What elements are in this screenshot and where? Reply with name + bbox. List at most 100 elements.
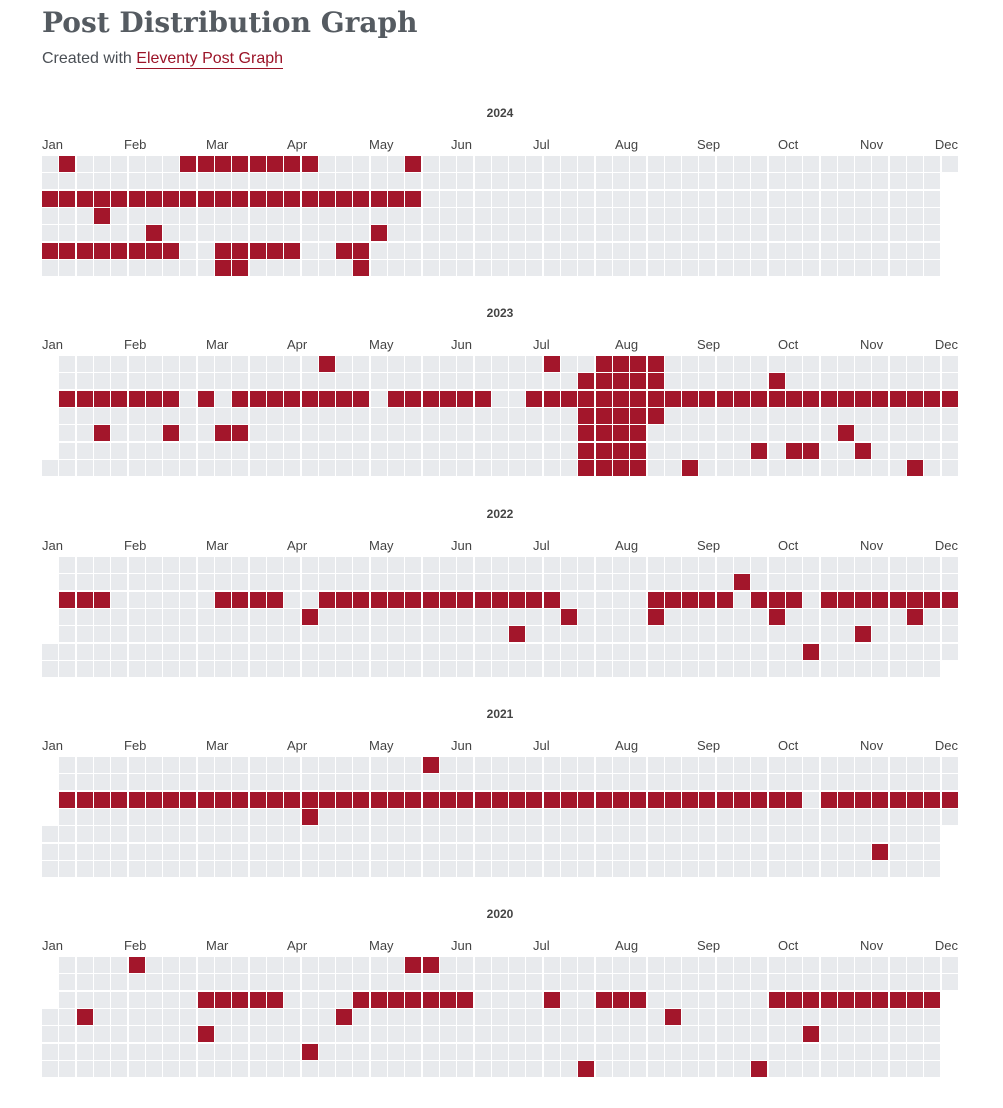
day-cell xyxy=(855,644,871,660)
day-cell xyxy=(613,1026,629,1042)
day-cell xyxy=(319,460,335,476)
day-cell xyxy=(405,408,421,424)
day-cell xyxy=(699,243,715,259)
day-cell xyxy=(180,391,196,407)
day-cell xyxy=(284,809,300,825)
post-day-cell xyxy=(630,356,646,372)
day-cell xyxy=(821,156,837,172)
month-label-apr: Apr xyxy=(287,337,308,352)
day-cell xyxy=(215,1044,231,1060)
month-label-jun: Jun xyxy=(451,538,472,553)
day-cell xyxy=(855,408,871,424)
day-cell xyxy=(180,574,196,590)
day-cell xyxy=(457,644,473,660)
day-cell xyxy=(492,425,508,441)
day-cell xyxy=(838,408,854,424)
day-cell xyxy=(284,1026,300,1042)
post-day-cell xyxy=(803,391,819,407)
day-cell xyxy=(336,373,352,389)
month-label-jun: Jun xyxy=(451,337,472,352)
day-cell xyxy=(838,844,854,860)
day-cell xyxy=(129,861,145,877)
day-cell xyxy=(198,609,214,625)
day-cell xyxy=(596,1026,612,1042)
post-day-cell xyxy=(838,992,854,1008)
post-day-cell xyxy=(163,243,179,259)
day-cell xyxy=(751,957,767,973)
day-cell xyxy=(526,243,542,259)
post-day-cell xyxy=(319,356,335,372)
post-day-cell xyxy=(630,408,646,424)
day-cell xyxy=(94,373,110,389)
post-day-cell xyxy=(786,792,802,808)
day-cell xyxy=(890,225,906,241)
day-cell xyxy=(855,208,871,224)
post-day-cell xyxy=(475,792,491,808)
post-day-cell xyxy=(42,191,58,207)
post-day-cell xyxy=(405,156,421,172)
day-cell xyxy=(492,1044,508,1060)
day-cell xyxy=(475,774,491,790)
day-cell xyxy=(111,1009,127,1025)
day-cell xyxy=(907,626,923,642)
day-cell xyxy=(526,225,542,241)
day-cell xyxy=(578,844,594,860)
day-cell xyxy=(578,592,594,608)
day-cell xyxy=(509,644,525,660)
day-cell xyxy=(146,443,162,459)
day-cell xyxy=(232,1044,248,1060)
month-label-sep: Sep xyxy=(697,538,721,553)
day-cell xyxy=(111,173,127,189)
day-cell xyxy=(734,1044,750,1060)
day-cell xyxy=(59,173,75,189)
day-cell xyxy=(890,208,906,224)
day-cell xyxy=(111,425,127,441)
day-cell xyxy=(319,826,335,842)
day-cell xyxy=(111,644,127,660)
day-cell xyxy=(267,609,283,625)
post-day-cell xyxy=(648,609,664,625)
post-day-cell xyxy=(613,391,629,407)
day-cell xyxy=(890,757,906,773)
eleventy-post-graph-link[interactable]: Eleventy Post Graph xyxy=(136,50,284,69)
day-cell xyxy=(353,408,369,424)
day-cell xyxy=(94,156,110,172)
post-day-cell xyxy=(59,191,75,207)
day-cell xyxy=(319,260,335,276)
day-cell xyxy=(371,391,387,407)
day-cell xyxy=(890,408,906,424)
post-day-cell xyxy=(232,792,248,808)
day-cell xyxy=(267,373,283,389)
day-cell xyxy=(803,208,819,224)
post-day-cell xyxy=(215,592,231,608)
day-cell xyxy=(129,260,145,276)
post-day-cell xyxy=(146,243,162,259)
day-cell xyxy=(267,1026,283,1042)
day-cell xyxy=(111,260,127,276)
day-cell xyxy=(353,974,369,990)
day-cell xyxy=(353,774,369,790)
day-cell xyxy=(751,156,767,172)
day-cell xyxy=(838,809,854,825)
day-cell xyxy=(353,757,369,773)
month-label-may: May xyxy=(369,938,394,953)
day-cell xyxy=(129,225,145,241)
day-cell xyxy=(475,225,491,241)
day-cell xyxy=(180,443,196,459)
post-day-cell xyxy=(440,792,456,808)
day-cell xyxy=(353,425,369,441)
day-cell xyxy=(561,809,577,825)
post-day-cell xyxy=(924,592,940,608)
day-cell xyxy=(630,644,646,660)
day-cell xyxy=(734,408,750,424)
day-cell xyxy=(509,609,525,625)
day-cell xyxy=(371,574,387,590)
day-cell xyxy=(129,173,145,189)
day-cell xyxy=(907,260,923,276)
day-cell xyxy=(336,844,352,860)
day-cell xyxy=(475,957,491,973)
day-cell xyxy=(440,191,456,207)
day-cell xyxy=(699,574,715,590)
day-cell xyxy=(353,609,369,625)
day-cell xyxy=(267,661,283,677)
